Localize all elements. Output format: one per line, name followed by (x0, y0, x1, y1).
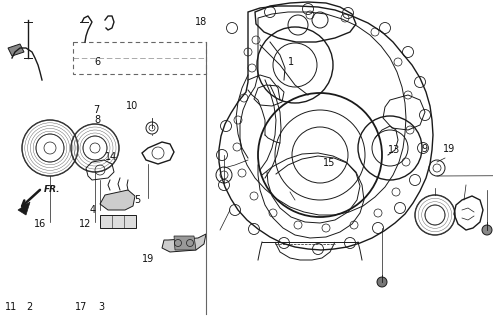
Text: 2: 2 (27, 302, 33, 312)
Text: 15: 15 (323, 158, 336, 168)
Text: 3: 3 (98, 302, 104, 312)
Text: 14: 14 (105, 152, 117, 162)
Polygon shape (174, 236, 196, 250)
Text: 13: 13 (388, 145, 400, 156)
Text: FR.: FR. (44, 186, 61, 195)
Polygon shape (18, 202, 30, 215)
Text: 1: 1 (288, 57, 294, 68)
Text: 19: 19 (142, 254, 154, 264)
Polygon shape (162, 234, 206, 252)
Text: 12: 12 (78, 219, 91, 229)
Circle shape (482, 225, 492, 235)
Text: 17: 17 (75, 302, 88, 312)
Text: 6: 6 (95, 57, 101, 68)
Text: 10: 10 (126, 100, 138, 111)
Bar (73, 42, 206, 74)
Text: 18: 18 (195, 17, 207, 27)
Text: 8: 8 (95, 115, 101, 125)
Text: 19: 19 (443, 144, 455, 154)
Circle shape (377, 277, 387, 287)
Text: 11: 11 (5, 302, 17, 312)
Polygon shape (8, 44, 24, 56)
Polygon shape (100, 215, 136, 228)
Text: 9: 9 (421, 144, 427, 154)
Text: 4: 4 (90, 204, 96, 215)
Text: 16: 16 (35, 219, 46, 229)
Text: 5: 5 (134, 195, 140, 205)
Polygon shape (100, 190, 135, 210)
Text: 7: 7 (93, 105, 99, 116)
